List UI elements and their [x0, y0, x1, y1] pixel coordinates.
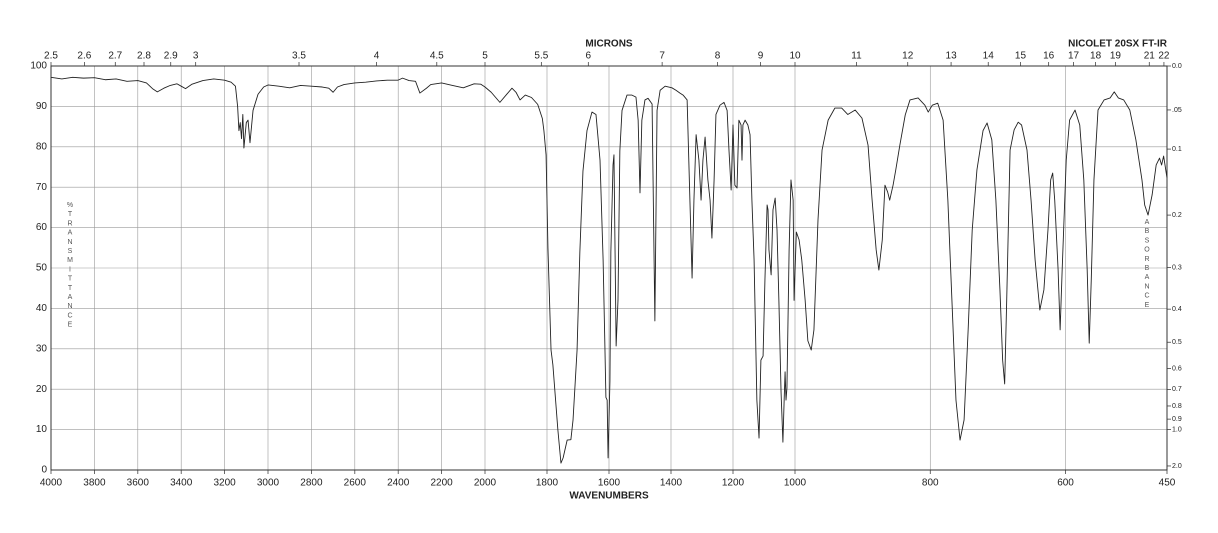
x2-tick-label: 18: [1090, 51, 1102, 62]
x-tick-label: 2000: [474, 478, 497, 489]
x2-tick-label: 7: [659, 51, 665, 62]
x2-tick-label: 2.5: [44, 51, 58, 62]
x2-tick-label: 12: [902, 51, 914, 62]
x-tick-label: 4000: [40, 478, 63, 489]
x-tick-label: 3600: [127, 478, 150, 489]
x2-tick-label: 10: [789, 51, 801, 62]
y-tick-label: 20: [36, 384, 48, 395]
x2-tick-label: 2.9: [164, 51, 178, 62]
y2-tick-label: 0.5: [1172, 339, 1182, 346]
y-tick-label: 100: [30, 61, 47, 72]
y-tick-label: 50: [36, 263, 48, 274]
x-tick-label: 1200: [722, 478, 745, 489]
x2-tick-label: 5.5: [534, 51, 548, 62]
y2-tick-label: 0.1: [1172, 146, 1182, 153]
y2-tick-label: 0.7: [1172, 386, 1182, 393]
x-tick-label: 3800: [83, 478, 106, 489]
x-tick-label: 1800: [536, 478, 559, 489]
x2-tick-label: 15: [1015, 51, 1027, 62]
y-tick-label: 30: [36, 343, 48, 354]
x-axis-title: WAVENUMBERS: [569, 491, 649, 502]
y-axis-title: % T R A N S M I T T A N C E: [67, 202, 73, 329]
x-tick-label: 1400: [660, 478, 683, 489]
x2-tick-label: 17: [1068, 51, 1080, 62]
y2-tick-label: 0.2: [1172, 212, 1182, 219]
x2-tick-label: 8: [715, 51, 721, 62]
x2-tick-label: 2.7: [108, 51, 122, 62]
y-tick-label: 0: [41, 465, 47, 476]
x-tick-label: 3400: [170, 478, 193, 489]
chart-title: NICOLET 20SX FT-IR: [1068, 39, 1168, 50]
x-tick-label: 3000: [257, 478, 280, 489]
x-tick-label: 2800: [300, 478, 323, 489]
y-tick-label: 90: [36, 101, 48, 112]
y2-tick-label: 0.0: [1172, 63, 1182, 70]
x2-tick-label: 4.5: [430, 51, 444, 62]
x-tick-label: 2200: [430, 478, 453, 489]
x2-tick-label: 6: [586, 51, 592, 62]
x-tick-label: 2600: [344, 478, 367, 489]
x2-tick-label: 3: [193, 51, 199, 62]
plot-frame: [50, 65, 1168, 471]
y2-tick-label: 2.0: [1172, 463, 1182, 470]
spectrum-line: [50, 76, 1168, 464]
x2-tick-label: 13: [946, 51, 958, 62]
y2-tick-label: 0.6: [1172, 365, 1182, 372]
x-tick-label: 800: [922, 478, 939, 489]
y-tick-label: 80: [36, 141, 48, 152]
x2-tick-label: 21: [1144, 51, 1156, 62]
y2-tick-label: 0.3: [1172, 264, 1182, 271]
y-tick-label: 10: [36, 424, 48, 435]
x2-tick-label: 2.6: [77, 51, 91, 62]
y2-tick-label: 1.0: [1172, 426, 1182, 433]
x2-tick-label: 9: [758, 51, 764, 62]
x2-axis-title: MICRONS: [585, 39, 633, 50]
x-tick-label: 1000: [784, 478, 807, 489]
y2-tick-label: 0.9: [1172, 416, 1182, 423]
y-tick-label: 60: [36, 222, 48, 233]
y2-tick-label: .05: [1172, 107, 1182, 114]
x2-tick-label: 4: [374, 51, 380, 62]
y-tick-label: 70: [36, 182, 48, 193]
x2-tick-label: 11: [851, 51, 862, 62]
y-tick-label: 40: [36, 303, 48, 314]
x-tick-label: 3200: [213, 478, 236, 489]
x-tick-label: 2400: [387, 478, 410, 489]
x2-tick-label: 19: [1110, 51, 1122, 62]
x-tick-label: 600: [1057, 478, 1074, 489]
x2-tick-label: 14: [983, 51, 995, 62]
x-tick-label: 1600: [598, 478, 621, 489]
x2-tick-label: 5: [482, 51, 488, 62]
x2-tick-label: 16: [1043, 51, 1055, 62]
y2-tick-label: 0.8: [1172, 403, 1182, 410]
x2-tick-label: 22: [1158, 51, 1170, 62]
x2-tick-label: 3.5: [292, 51, 306, 62]
x2-tick-label: 2.8: [137, 51, 151, 62]
y2-tick-label: 0.4: [1172, 306, 1182, 313]
x-tick-label: 450: [1159, 478, 1176, 489]
